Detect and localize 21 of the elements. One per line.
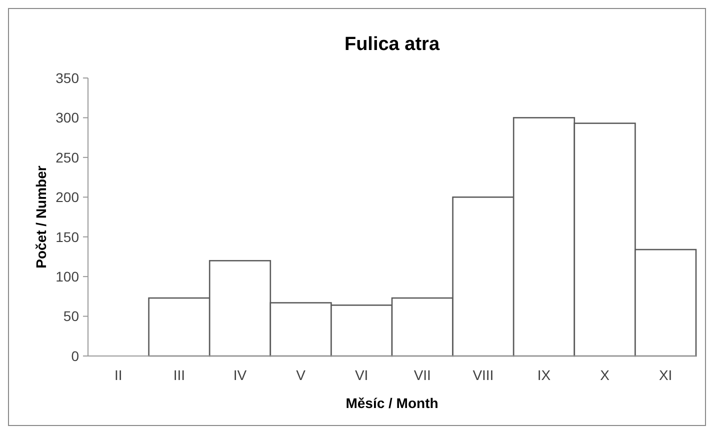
y-tick-label: 300 [56, 110, 80, 126]
y-tick-label: 50 [63, 308, 80, 324]
x-tick-label: X [600, 367, 610, 383]
x-axis-title: Měsíc / Month [346, 395, 438, 411]
x-tick-label: IX [537, 367, 552, 383]
x-tick-label: VII [414, 367, 431, 383]
y-tick-label: 100 [56, 268, 80, 284]
x-tick-label: II [114, 367, 122, 383]
x-tick-label: III [173, 367, 186, 383]
x-tick-label: XI [658, 367, 672, 383]
x-tick-label: IV [233, 367, 248, 383]
x-tick-label: V [296, 367, 306, 383]
x-tick-label: VI [354, 367, 368, 383]
y-tick-label: 200 [56, 189, 80, 206]
y-tick-label: 250 [56, 149, 80, 166]
y-tick-label: 0 [71, 348, 80, 364]
y-tick-label: 350 [56, 70, 80, 86]
y-tick-label: 150 [56, 228, 80, 245]
chart-title: Fulica atra [344, 34, 440, 55]
y-axis-title: Počet / Number [33, 165, 49, 268]
x-tick-label: VIII [472, 367, 494, 383]
